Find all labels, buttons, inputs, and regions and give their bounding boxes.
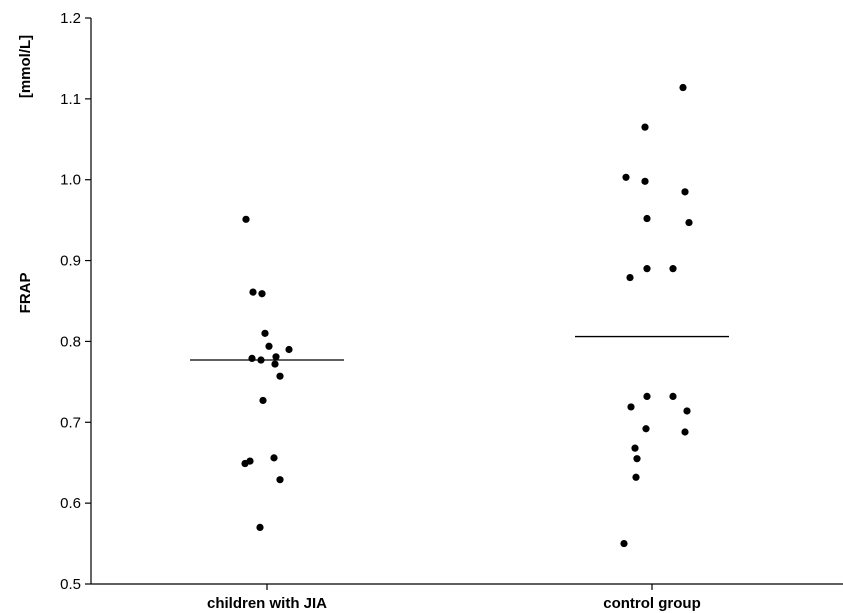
data-point [256, 523, 264, 532]
data-point [669, 392, 677, 401]
data-point [632, 473, 640, 481]
data-point [643, 392, 651, 401]
data-point [631, 444, 639, 452]
data-point [641, 123, 649, 131]
data-point [643, 214, 651, 223]
data-point [241, 459, 249, 468]
data-point [685, 218, 693, 227]
y-tick-label: 0.9 [60, 253, 81, 270]
data-point [285, 345, 293, 354]
data-point [681, 188, 689, 196]
data-point [242, 215, 250, 223]
data-point [626, 273, 634, 282]
group-means [190, 335, 729, 361]
data-point [679, 83, 687, 92]
y-tick-label: 0.7 [60, 414, 81, 431]
y-tick-label: 1.2 [60, 10, 81, 27]
x-axis: children with JIA control group [91, 583, 843, 612]
y-axis-unit: [mmol/L] [17, 35, 34, 98]
data-point [622, 173, 630, 181]
y-tick-label: 0.6 [60, 495, 81, 512]
data-point [620, 539, 628, 548]
data-point [271, 360, 279, 368]
data-point [641, 177, 649, 185]
data-point [681, 428, 689, 436]
data-point [261, 329, 269, 337]
x-category-label: control group [603, 595, 701, 612]
data-point [669, 265, 677, 273]
data-point [272, 353, 280, 361]
y-tick-label: 1.1 [60, 91, 81, 108]
data-point [258, 290, 266, 298]
x-category-label: children with JIA [207, 595, 327, 612]
data-point [257, 356, 265, 364]
data-point [249, 288, 257, 296]
data-point [265, 342, 273, 350]
data-point [642, 425, 650, 433]
y-tick-label: 0.8 [60, 333, 81, 350]
data-point [633, 455, 641, 463]
data-point [683, 407, 691, 415]
data-point [248, 354, 256, 363]
data-point [276, 476, 284, 484]
y-axis: 0.5 0.6 0.7 0.8 0.9 1.0 1.1 1.2 [60, 10, 92, 593]
data-points [241, 83, 693, 548]
data-point [270, 454, 278, 462]
y-tick-label: 1.0 [60, 172, 81, 189]
data-point [627, 403, 635, 411]
data-point [643, 265, 651, 273]
y-tick-label: 0.5 [60, 576, 81, 593]
data-point [276, 372, 284, 380]
data-point [259, 396, 267, 405]
y-axis-title: FRAP [17, 272, 34, 313]
